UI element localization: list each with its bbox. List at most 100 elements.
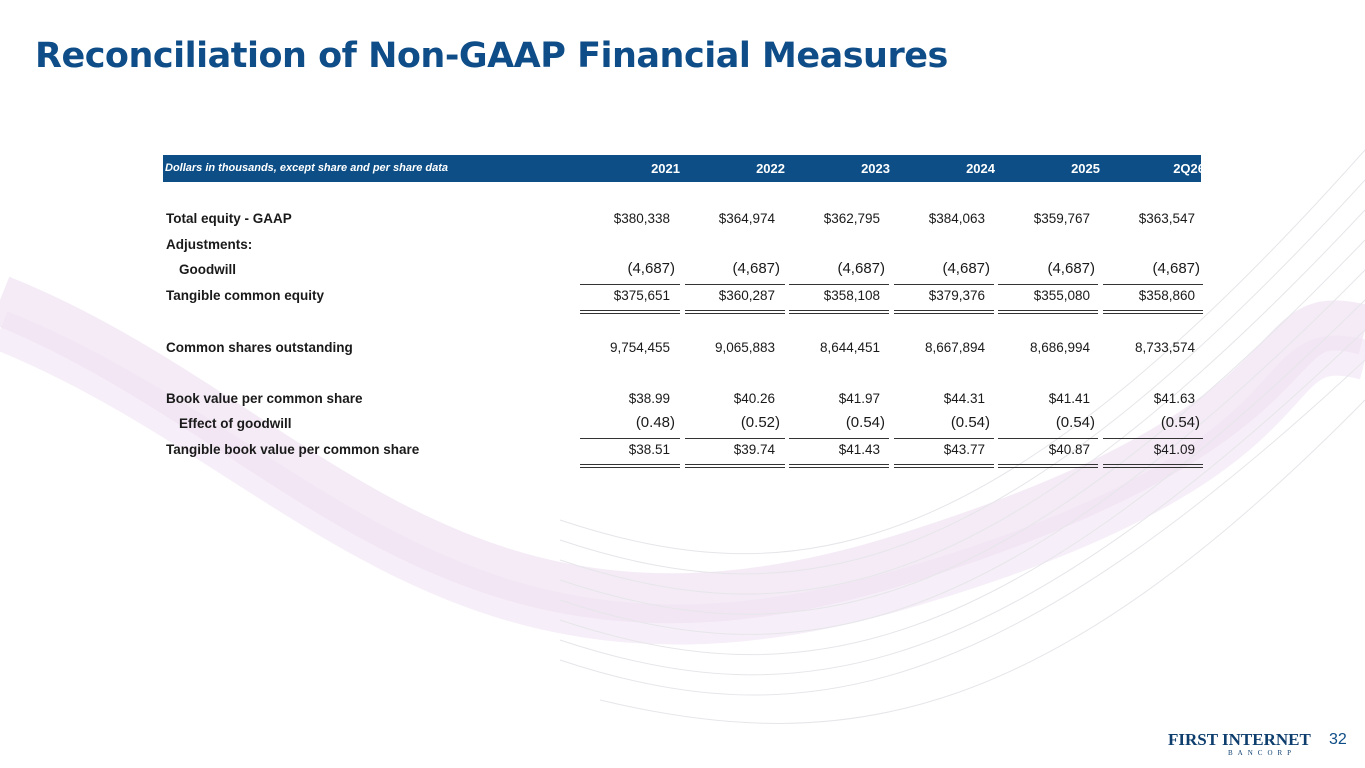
cell-value: 9,754,455 [609,340,670,355]
underline [580,310,680,311]
cell-value: $360,287 [718,288,775,303]
underline [789,313,889,314]
cell-value: $41.41 [1048,391,1090,406]
cell-value: (4,687) [627,260,675,277]
cell-value: (0.52) [740,414,780,431]
underline [580,467,680,468]
header-year: 2022 [756,161,785,176]
cell-value: $38.51 [628,442,670,457]
underline [684,467,785,468]
row-label: Tangible common equity [166,288,325,303]
table-header: Dollars in thousands, except share and p… [163,155,1205,182]
underline [1102,284,1203,285]
underline [684,310,785,311]
cell-value: $384,063 [928,211,985,226]
row-label: Tangible book value per common share [166,442,420,457]
page-number: 32 [1329,731,1347,748]
header-year: 2021 [651,161,680,176]
header-label: Dollars in thousands, except share and p… [165,162,449,174]
cell-value: $379,376 [928,288,985,303]
underline [684,313,785,314]
cell-value: $358,108 [823,288,880,303]
underline [1102,313,1203,314]
cell-value: 8,686,994 [1029,340,1090,355]
cell-value: (0.54) [1160,414,1200,431]
underline [998,284,1098,285]
cell-value: (4,687) [837,260,885,277]
underline [893,464,994,465]
cell-value: (0.54) [845,414,885,431]
underline [998,310,1098,311]
row-label: Total equity - GAAP [166,211,292,226]
underline [1102,310,1203,311]
underline [580,284,680,285]
underline [580,464,680,465]
header-year: 2023 [861,161,890,176]
cell-value: $38.99 [628,391,670,406]
underline [684,284,785,285]
underline [580,313,680,314]
underline [789,464,889,465]
cell-value: $41.09 [1153,442,1195,457]
logo-sub: BANCORP [1228,749,1297,757]
cell-value: 8,644,451 [819,340,880,355]
underline [998,467,1098,468]
cell-value: (4,687) [942,260,990,277]
cell-value: $359,767 [1033,211,1090,226]
underline [580,438,680,439]
cell-value: $43.77 [943,442,985,457]
row-label: Book value per common share [166,391,363,406]
cell-value: 8,667,894 [924,340,985,355]
underline [789,284,889,285]
cell-value: $375,651 [613,288,670,303]
underline [789,310,889,311]
slide-title: Reconciliation of Non-GAAP Financial Mea… [35,36,948,76]
cell-value: $380,338 [613,211,670,226]
cell-value: $40.26 [733,391,775,406]
header-year: 2Q26 [1173,161,1205,176]
cell-value: $41.43 [838,442,880,457]
cell-value: $363,547 [1138,211,1195,226]
row-label: Goodwill [179,262,236,277]
logo: FIRST INTERNET [1168,730,1311,749]
underline [998,438,1098,439]
underline [684,438,785,439]
cell-value: 9,065,883 [714,340,775,355]
underline [893,310,994,311]
underline [893,284,994,285]
underline [1102,467,1203,468]
underline [998,464,1098,465]
cell-value: $40.87 [1048,442,1090,457]
cell-value: (4,687) [1047,260,1095,277]
cell-value: $41.63 [1153,391,1195,406]
underline [684,464,785,465]
cell-value: $364,974 [718,211,775,226]
cell-value: (0.48) [635,414,675,431]
underline [893,438,994,439]
underline [998,313,1098,314]
header-year: 2025 [1071,161,1100,176]
underline [1102,438,1203,439]
cell-value: $41.97 [838,391,880,406]
row-label: Adjustments: [166,237,253,252]
cell-value: $44.31 [943,391,985,406]
underline [789,467,889,468]
cell-value: (4,687) [732,260,780,277]
underline [1102,464,1203,465]
underline [893,467,994,468]
cell-value: $39.74 [733,442,775,457]
cell-value: (4,687) [1152,260,1200,277]
cell-value: 8,733,574 [1134,340,1195,355]
underline [893,313,994,314]
cell-value: $358,860 [1138,288,1195,303]
row-label: Common shares outstanding [166,340,353,355]
header-year: 2024 [966,161,995,176]
cell-value: (0.54) [1055,414,1095,431]
cell-value: $362,795 [823,211,880,226]
cell-value: (0.54) [950,414,990,431]
cell-value: $355,080 [1033,288,1090,303]
underline [789,438,889,439]
row-label: Effect of goodwill [179,416,292,431]
